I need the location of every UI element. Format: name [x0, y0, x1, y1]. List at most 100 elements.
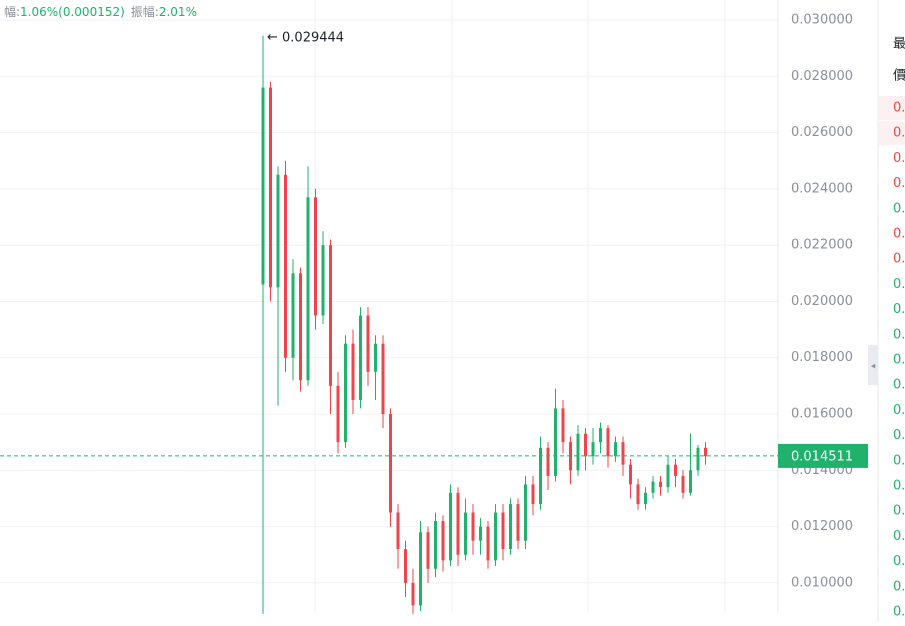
candle-body	[269, 87, 272, 288]
grid	[0, 0, 778, 613]
book-price: 0.	[893, 227, 905, 242]
header: 幅:1.06%(0.000152) 振幅:2.01%	[4, 4, 197, 19]
candle-body	[479, 526, 482, 541]
y-tick-label: 0.026000	[791, 125, 853, 140]
candle-body	[291, 273, 295, 358]
candle-body	[464, 512, 467, 555]
candle-body	[434, 520, 437, 569]
book-price: 0.	[893, 302, 905, 317]
book-price: 0.	[893, 378, 905, 393]
candle-body	[546, 447, 550, 476]
y-tick-label: 0.012000	[791, 519, 853, 534]
candle-body	[629, 464, 632, 485]
amplitude: 2.01%	[159, 5, 197, 19]
book-price: 0.	[893, 353, 905, 368]
book-header: 最	[893, 37, 905, 52]
book-price: 0.	[893, 529, 905, 544]
change: 1.06%(0.000152)	[20, 5, 125, 19]
candle-body	[644, 492, 647, 505]
candle-body	[561, 408, 565, 443]
candle-body	[599, 428, 602, 443]
candle-body	[696, 447, 700, 471]
high-annotation: ← 0.029444	[267, 30, 344, 45]
candle-body	[591, 442, 595, 457]
y-tick-label: 0.028000	[791, 69, 853, 84]
book-price: 0.	[893, 605, 905, 620]
candle-body	[636, 484, 640, 505]
candle-body	[329, 245, 332, 386]
change-label: 幅:	[4, 4, 20, 19]
candle-body	[344, 343, 347, 443]
collapse-button[interactable]	[868, 345, 878, 385]
candle-body	[554, 408, 557, 476]
candle-body	[621, 442, 625, 465]
candle-body	[689, 470, 692, 493]
amplitude-label: 振幅:	[131, 4, 159, 19]
order-book: 最價 0. 0. 0. 0. 0. 0. 0. 0. 0. 0. 0. 0. 0. 0. 0. 0. 0. 0. 0.…	[879, 37, 905, 620]
candle-body	[531, 484, 535, 505]
candle-body	[681, 475, 685, 493]
book-price: 0.	[893, 176, 905, 191]
candle-body	[666, 464, 670, 488]
candle-body	[659, 481, 662, 488]
candle-body	[606, 428, 610, 457]
candle-body	[456, 492, 460, 555]
book-price: 0.	[893, 554, 905, 569]
book-price: 0.	[893, 453, 905, 468]
book-price: 0.	[893, 479, 905, 494]
candle-body	[299, 273, 302, 381]
collapse-icon: ◂	[871, 362, 876, 372]
candle-body	[381, 343, 385, 415]
last-price-tag	[778, 443, 868, 468]
candle-body	[276, 174, 280, 288]
overlay: ← 0.029444 0.014511	[0, 30, 868, 468]
book-price: 0.	[893, 327, 905, 342]
book-price: 0.	[893, 151, 905, 166]
book-row-bg	[879, 96, 905, 120]
candle-body	[284, 174, 287, 358]
y-tick-label: 0.018000	[791, 350, 853, 365]
candle-body	[359, 315, 362, 400]
candle-body	[314, 197, 317, 316]
book-price: 0.	[893, 428, 905, 443]
book-price: 0.	[893, 504, 905, 519]
candle-body	[366, 315, 370, 372]
last-price-label: 0.014511	[791, 449, 853, 464]
candles	[261, 35, 707, 614]
book-price: 0.	[893, 201, 905, 216]
candle-body	[509, 504, 512, 550]
candle-body	[396, 512, 400, 550]
y-tick-label: 0.024000	[791, 181, 853, 196]
candle-body	[516, 504, 520, 541]
candle-body	[704, 447, 707, 457]
y-tick-label: 0.022000	[791, 238, 853, 253]
candle-body	[404, 549, 407, 583]
book-price: 0.	[893, 252, 905, 267]
y-tick-label: 0.010000	[791, 575, 853, 590]
y-axis: 0.0100000.0120000.0140000.0160000.018000…	[791, 12, 853, 590]
candle-body	[306, 197, 310, 381]
y-tick-label: 0.016000	[791, 407, 853, 422]
candle-body	[501, 512, 505, 550]
y-tick-label: 0.020000	[791, 294, 853, 309]
candle-body	[614, 442, 617, 457]
book-row-bg	[879, 121, 905, 146]
candle-body	[441, 520, 445, 561]
candle-body	[419, 532, 422, 606]
book-price: 0.	[893, 277, 905, 292]
candle-body	[539, 447, 542, 505]
candle-body	[389, 414, 392, 513]
book-price: 0.	[893, 101, 905, 116]
book-price: 0.	[893, 403, 905, 418]
y-tick-label: 0.030000	[791, 12, 853, 27]
candle-body	[374, 343, 377, 372]
candle-body	[261, 87, 265, 285]
candle-body	[336, 385, 340, 443]
candle-body	[584, 433, 587, 457]
candle-body	[651, 481, 655, 493]
candle-body	[449, 492, 452, 561]
candle-body	[471, 512, 475, 541]
high-value: 0.029444	[282, 30, 344, 45]
candle-body	[576, 433, 580, 471]
